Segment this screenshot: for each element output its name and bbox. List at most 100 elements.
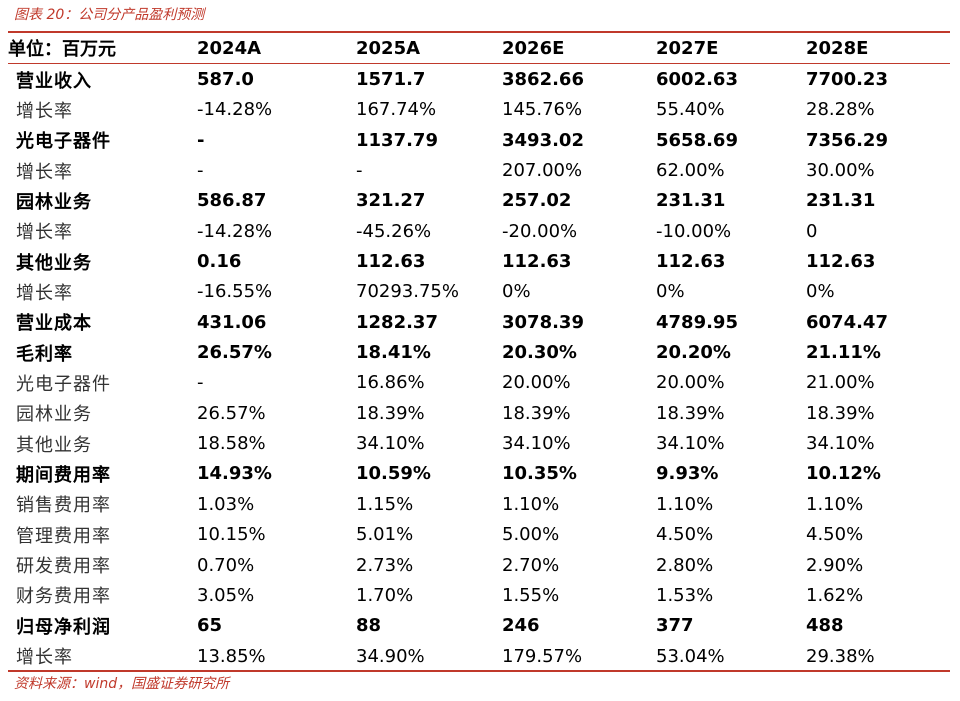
table-cell: 3862.66 <box>502 69 584 91</box>
table-cell: 34.10% <box>806 433 875 455</box>
table-cell: 1282.37 <box>356 311 438 333</box>
table-cell: 2.90% <box>806 554 864 576</box>
header-row: 单位：百万元 2024A 2025A 2026E 2027E 2028E <box>8 33 950 65</box>
table-row: 毛利率 26.57% 18.41% 20.30% 20.20% 21.11% <box>8 337 950 367</box>
row-label: 财务费用率 <box>16 586 111 608</box>
table-row: 增长率 -16.55% 70293.75% 0% 0% 0% <box>8 277 950 307</box>
table-row: 增长率 -14.28% 167.74% 145.76% 55.40% 28.28% <box>8 95 950 125</box>
table-cell: 7356.29 <box>806 129 888 151</box>
table-cell: 21.11% <box>806 342 881 364</box>
table-cell: 18.39% <box>502 402 571 424</box>
table-cell: 0% <box>656 281 685 303</box>
table-cell: 20.30% <box>502 342 577 364</box>
table-cell: 20.00% <box>502 372 571 394</box>
table-cell: 3078.39 <box>502 311 584 333</box>
table-cell: 5.01% <box>356 524 414 546</box>
table-cell: 9.93% <box>656 463 719 485</box>
row-label: 毛利率 <box>16 343 73 365</box>
table-cell: 4.50% <box>656 524 714 546</box>
table-cell: 16.86% <box>356 372 425 394</box>
table-cell: 55.40% <box>656 99 725 121</box>
table-cell: 0% <box>502 281 531 303</box>
table-cell: 28.28% <box>806 99 875 121</box>
table-row: 研发费用率 0.70% 2.73% 2.70% 2.80% 2.90% <box>8 550 950 580</box>
table-cell: 1.55% <box>502 584 560 606</box>
table-cell: 88 <box>356 615 382 637</box>
table-row: 期间费用率 14.93% 10.59% 10.35% 9.93% 10.12% <box>8 459 950 489</box>
table-cell: 145.76% <box>502 99 583 121</box>
table-row: 营业成本 431.06 1282.37 3078.39 4789.95 6074.47 <box>8 307 950 337</box>
table-cell: 0.16 <box>197 251 242 273</box>
table-cell: 2.80% <box>656 554 714 576</box>
table-cell: 34.10% <box>502 433 571 455</box>
table-cell: -14.28% <box>197 99 273 121</box>
table-cell: 1.15% <box>356 493 414 515</box>
table-row: 管理费用率 10.15% 5.01% 5.00% 4.50% 4.50% <box>8 520 950 550</box>
table-cell: -14.28% <box>197 220 273 242</box>
table-cell: - <box>356 160 363 182</box>
table-cell: - <box>197 372 204 394</box>
table-cell: 18.58% <box>197 433 266 455</box>
row-label: 管理费用率 <box>16 525 111 547</box>
table-cell: 587.0 <box>197 69 254 91</box>
table-cell: 0 <box>806 220 818 242</box>
row-label: 增长率 <box>16 647 73 669</box>
table-cell: 257.02 <box>502 190 572 212</box>
table-cell: 14.93% <box>197 463 272 485</box>
row-label: 增长率 <box>16 282 73 304</box>
table-cell: 21.00% <box>806 372 875 394</box>
table-cell: 0.70% <box>197 554 255 576</box>
table-row: 营业收入 587.0 1571.7 3862.66 6002.63 7700.23 <box>8 64 950 95</box>
table-cell: -10.00% <box>656 220 732 242</box>
table-cell: 0% <box>806 281 835 303</box>
header-year: 2028E <box>806 33 950 65</box>
row-label: 光电子器件 <box>16 131 111 153</box>
table-cell: 112.63 <box>656 251 726 273</box>
table-cell: 53.04% <box>656 645 725 667</box>
table-row: 园林业务 26.57% 18.39% 18.39% 18.39% 18.39% <box>8 398 950 428</box>
table-cell: 112.63 <box>806 251 876 273</box>
top-rule <box>8 31 950 33</box>
table-cell: 34.10% <box>356 433 425 455</box>
row-label: 园林业务 <box>16 404 92 426</box>
table-cell: 10.59% <box>356 463 431 485</box>
table-cell: 179.57% <box>502 645 583 667</box>
row-label: 增长率 <box>16 100 73 122</box>
table-row: 财务费用率 3.05% 1.70% 1.55% 1.53% 1.62% <box>8 580 950 610</box>
table-cell: 1.10% <box>502 493 560 515</box>
row-label: 研发费用率 <box>16 556 111 578</box>
table-cell: 5.00% <box>502 524 560 546</box>
row-label: 其他业务 <box>16 252 92 274</box>
figure-caption: 图表 20：公司分产品盈利预测 <box>14 7 205 23</box>
table-cell: 30.00% <box>806 160 875 182</box>
table-cell: 246 <box>502 615 540 637</box>
table-cell: 167.74% <box>356 99 437 121</box>
row-label: 其他业务 <box>16 434 92 456</box>
table-cell: 1.10% <box>806 493 864 515</box>
table-cell: 321.27 <box>356 190 426 212</box>
table-cell: 2.70% <box>502 554 560 576</box>
table-cell: 488 <box>806 615 844 637</box>
table-cell: 10.35% <box>502 463 577 485</box>
table-cell: 6074.47 <box>806 311 888 333</box>
header-year: 2026E <box>502 33 656 65</box>
header-year: 2024A <box>197 33 356 65</box>
table-cell: 1.70% <box>356 584 414 606</box>
table-cell: 1571.7 <box>356 69 426 91</box>
table-cell: 62.00% <box>656 160 725 182</box>
table-cell: 29.38% <box>806 645 875 667</box>
table-cell: 112.63 <box>502 251 572 273</box>
table-cell: 7700.23 <box>806 69 888 91</box>
table-cell: 1.62% <box>806 584 864 606</box>
table-row: 其他业务 0.16 112.63 112.63 112.63 112.63 <box>8 246 950 276</box>
table-cell: 26.57% <box>197 402 266 424</box>
table-row: 增长率 - - 207.00% 62.00% 30.00% <box>8 155 950 185</box>
row-label: 增长率 <box>16 222 73 244</box>
table-cell: 1.03% <box>197 493 255 515</box>
table-cell: 1.53% <box>656 584 714 606</box>
table-cell: 13.85% <box>197 645 266 667</box>
row-label: 增长率 <box>16 161 73 183</box>
row-label: 营业成本 <box>16 313 92 335</box>
table-row: 光电子器件 - 16.86% 20.00% 20.00% 21.00% <box>8 368 950 398</box>
table-cell: 10.12% <box>806 463 881 485</box>
